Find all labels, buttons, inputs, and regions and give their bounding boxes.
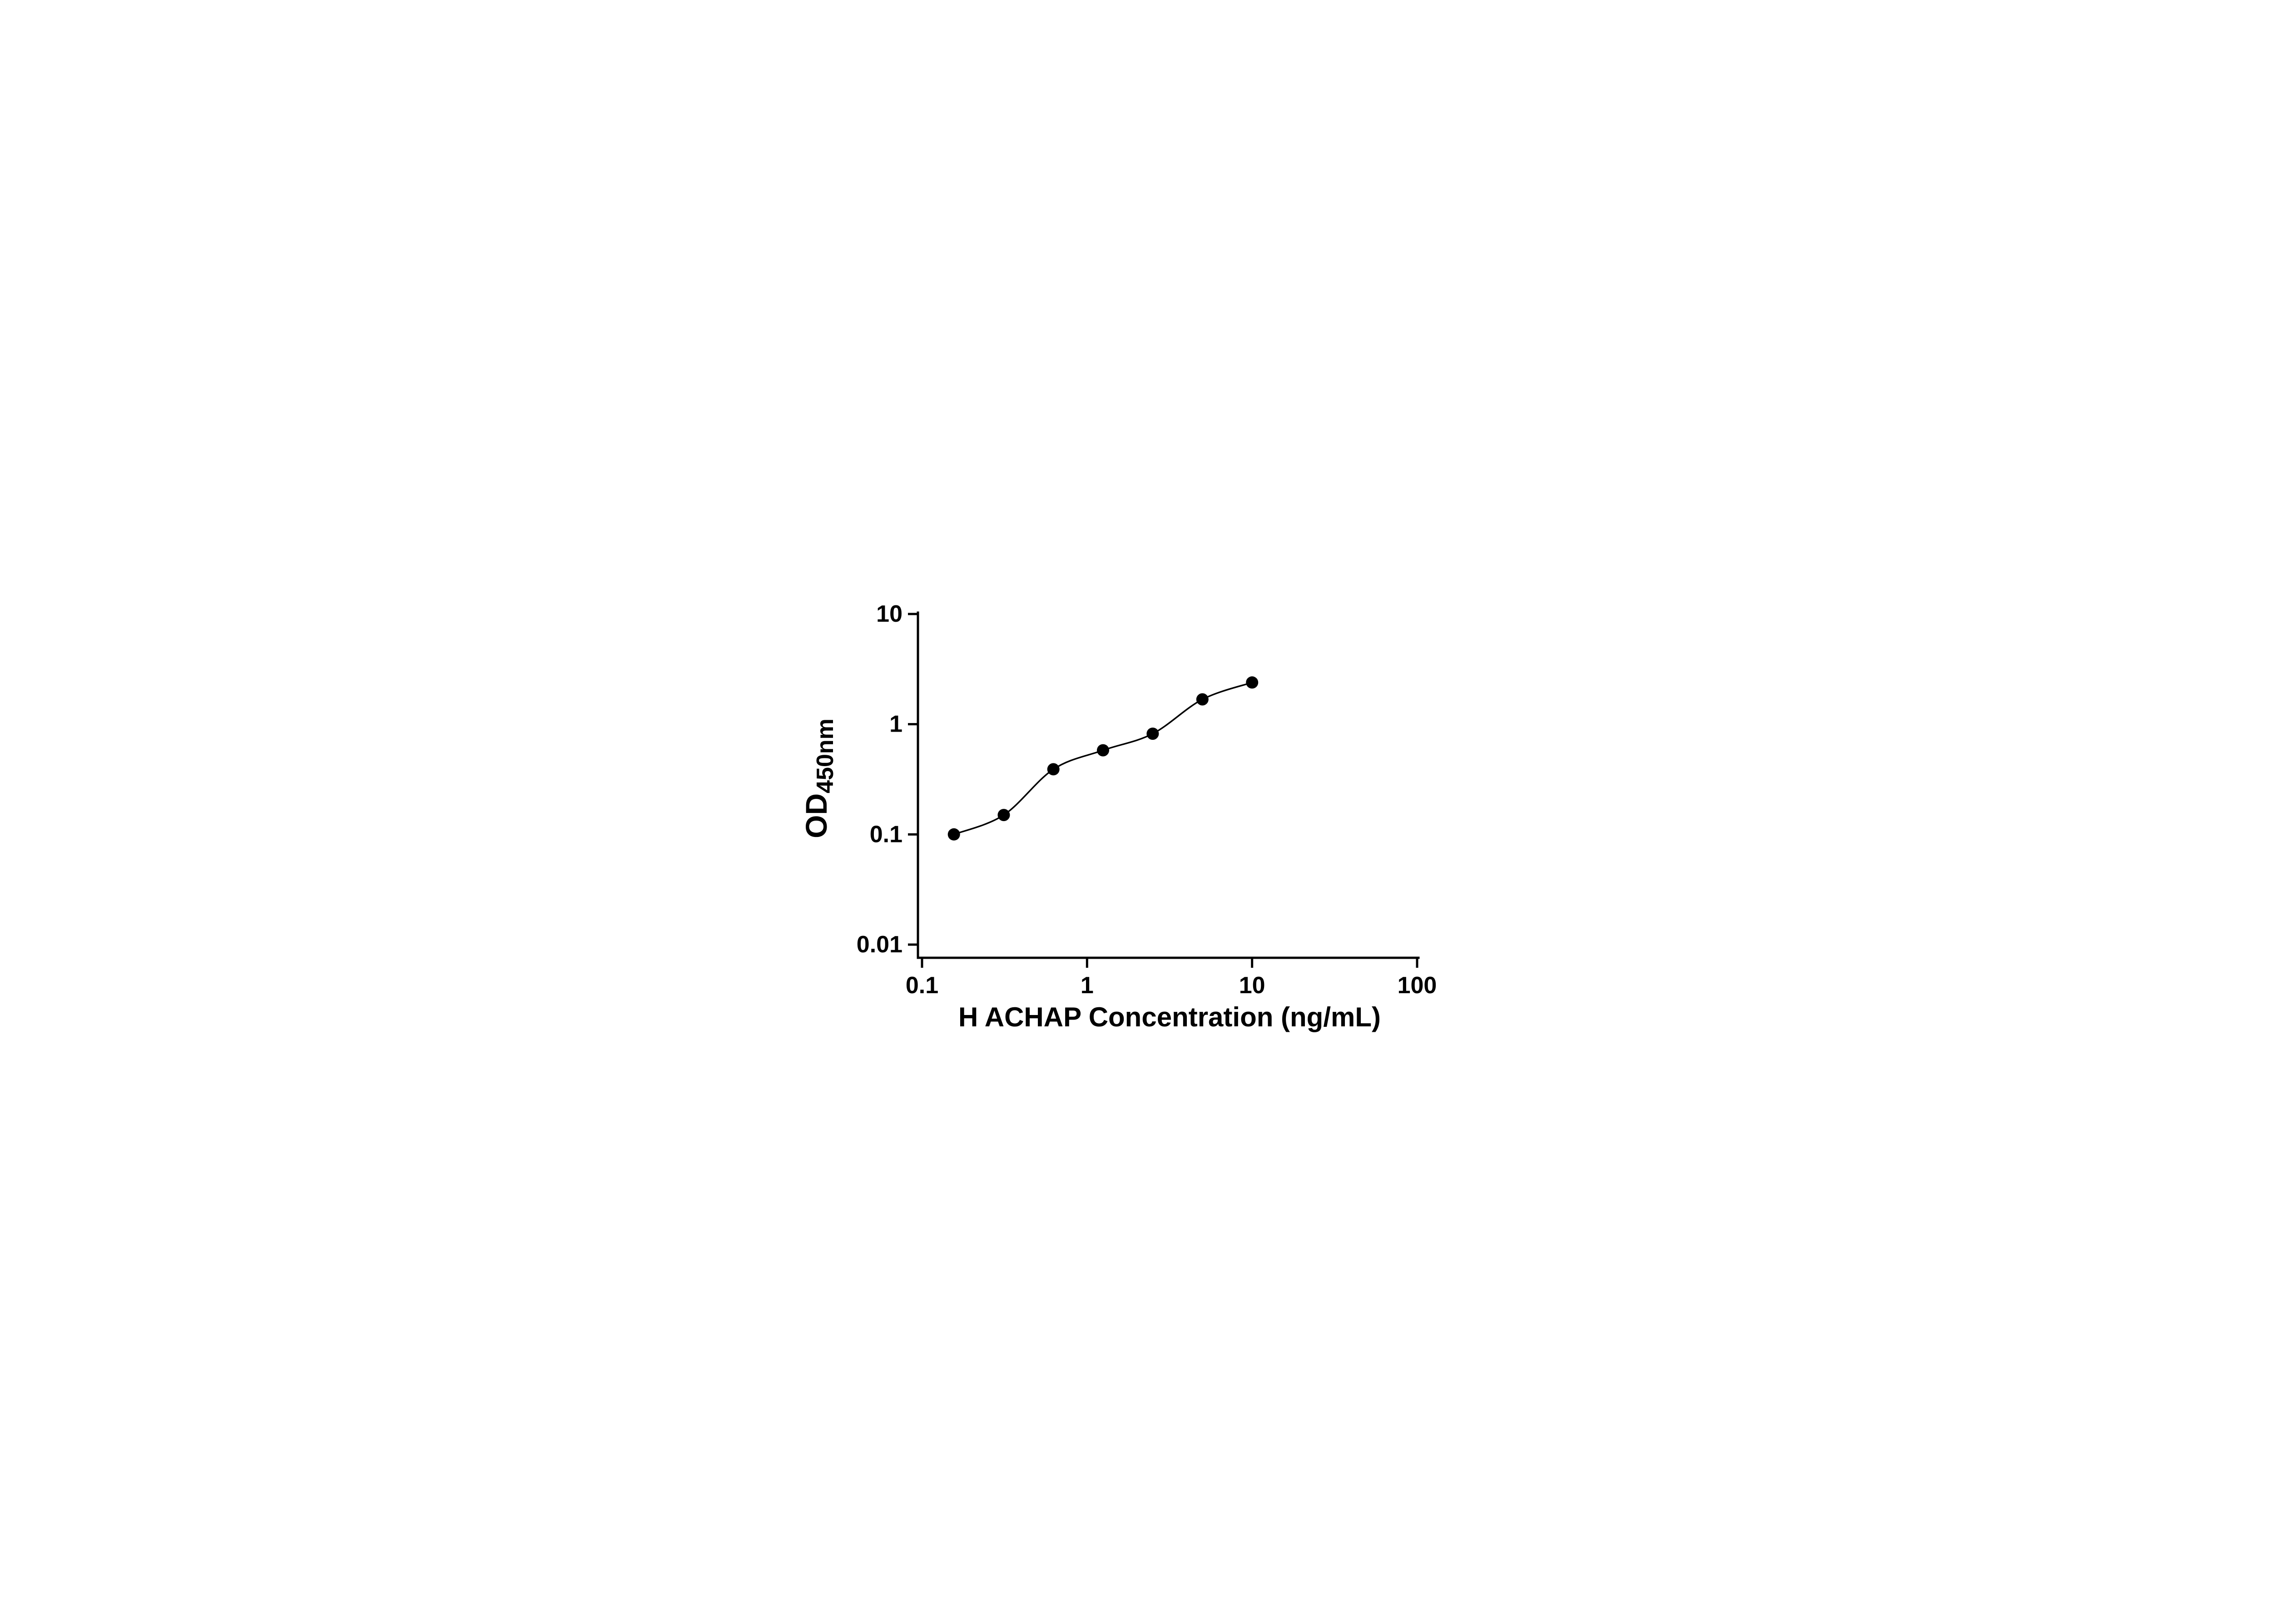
y-tick-label: 0.01 — [857, 931, 902, 958]
y-axis-title-main: OD — [799, 793, 833, 838]
x-tick-label: 0.1 — [906, 972, 938, 999]
y-tick-label: 10 — [876, 600, 902, 627]
y-tick-label: 1 — [889, 711, 902, 737]
data-point — [1146, 727, 1159, 740]
fit-curve — [953, 681, 1253, 835]
y-tick-label: 0.1 — [870, 821, 902, 847]
data-point — [1097, 744, 1109, 757]
data-point — [1246, 676, 1259, 688]
x-tick-label: 1 — [1081, 972, 1094, 999]
data-point — [947, 828, 960, 841]
y-axis-title-subscript: 450nm — [812, 718, 838, 793]
y-axis-title: OD450nm — [799, 718, 838, 838]
data-point — [997, 808, 1010, 821]
x-axis-title: H ACHAP Concentration (ng/mL) — [958, 1002, 1381, 1032]
plot-area — [947, 676, 1259, 841]
x-tick-label: 10 — [1239, 972, 1265, 999]
data-point — [1047, 762, 1060, 775]
chart-container: 0.01 0.1 1 10 0.1 1 10 100 H ACHAP Concentratio… — [783, 569, 1488, 1056]
data-point — [1196, 693, 1209, 705]
x-tick-label: 100 — [1398, 972, 1437, 999]
